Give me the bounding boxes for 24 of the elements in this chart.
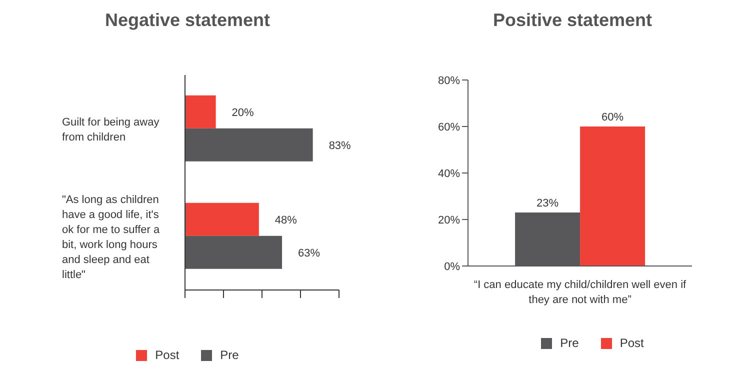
data-label: 83% (328, 140, 352, 152)
legend-label: Pre (560, 336, 579, 350)
legend-label: Post (155, 348, 180, 362)
data-label: 63% (298, 247, 320, 260)
y-tick-label: "As long as children have a good life, it's ok for me to suffer a bit, work long hours and sleep and eat little" (62, 194, 160, 281)
legend-label: Post (620, 336, 644, 350)
chart-title: Negative statement (104, 9, 272, 32)
data-label: 48% (274, 214, 298, 226)
y-tick-label: 0% (444, 260, 460, 273)
bar (185, 95, 216, 128)
bar (185, 236, 282, 269)
data-label: 60% (602, 112, 624, 124)
y-tick-label: 20% (438, 214, 460, 226)
y-tick-label: 40% (438, 168, 460, 180)
legend-label: Pre (220, 348, 239, 362)
bar (185, 202, 259, 236)
y-tick-label: 60% (438, 121, 460, 134)
bar (185, 128, 313, 162)
chart-title: Positive statement (492, 9, 654, 32)
y-tick-label: 80% (438, 74, 460, 87)
x-tick-label: “I can educate my child/children well even if they are not with me” (474, 279, 688, 306)
y-tick-label: Guilt for being away from children (62, 116, 160, 144)
data-label: 23% (536, 198, 559, 210)
data-label: 20% (232, 106, 254, 119)
